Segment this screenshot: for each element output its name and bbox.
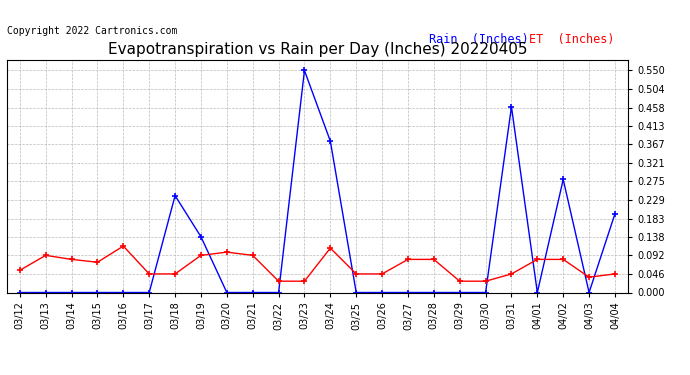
Text: ET  (Inches): ET (Inches)	[529, 33, 614, 46]
Rain  (Inches)	[300, 68, 308, 73]
ET  (Inches)	[404, 257, 412, 262]
Rain  (Inches)	[559, 177, 567, 182]
ET  (Inches)	[378, 272, 386, 276]
Rain  (Inches)	[16, 290, 24, 295]
ET  (Inches)	[145, 272, 153, 276]
Rain  (Inches)	[585, 290, 593, 295]
ET  (Inches)	[41, 253, 50, 258]
Rain  (Inches)	[93, 290, 101, 295]
Rain  (Inches)	[533, 290, 542, 295]
Rain  (Inches)	[352, 290, 360, 295]
Line: ET  (Inches): ET (Inches)	[17, 243, 618, 285]
ET  (Inches)	[197, 253, 205, 258]
ET  (Inches)	[455, 279, 464, 284]
ET  (Inches)	[533, 257, 542, 262]
ET  (Inches)	[559, 257, 567, 262]
ET  (Inches)	[119, 244, 128, 248]
Rain  (Inches)	[68, 290, 76, 295]
ET  (Inches)	[16, 268, 24, 273]
Rain  (Inches)	[482, 290, 490, 295]
Rain  (Inches)	[507, 105, 515, 109]
Rain  (Inches)	[404, 290, 412, 295]
ET  (Inches)	[223, 250, 231, 254]
Line: Rain  (Inches): Rain (Inches)	[17, 67, 618, 296]
ET  (Inches)	[507, 272, 515, 276]
ET  (Inches)	[326, 246, 335, 250]
ET  (Inches)	[430, 257, 438, 262]
ET  (Inches)	[248, 253, 257, 258]
ET  (Inches)	[68, 257, 76, 262]
Rain  (Inches)	[41, 290, 50, 295]
Rain  (Inches)	[145, 290, 153, 295]
ET  (Inches)	[585, 275, 593, 279]
Rain  (Inches)	[611, 211, 619, 216]
Rain  (Inches)	[223, 290, 231, 295]
ET  (Inches)	[300, 279, 308, 284]
Rain  (Inches)	[275, 290, 283, 295]
Rain  (Inches)	[326, 139, 335, 143]
Rain  (Inches)	[455, 290, 464, 295]
ET  (Inches)	[171, 272, 179, 276]
Text: Copyright 2022 Cartronics.com: Copyright 2022 Cartronics.com	[7, 26, 177, 36]
Rain  (Inches)	[378, 290, 386, 295]
Rain  (Inches)	[171, 194, 179, 198]
ET  (Inches)	[482, 279, 490, 284]
Rain  (Inches)	[197, 234, 205, 239]
ET  (Inches)	[93, 260, 101, 264]
Title: Evapotranspiration vs Rain per Day (Inches) 20220405: Evapotranspiration vs Rain per Day (Inch…	[108, 42, 527, 57]
ET  (Inches)	[611, 272, 619, 276]
Text: Rain  (Inches): Rain (Inches)	[429, 33, 529, 46]
Rain  (Inches)	[430, 290, 438, 295]
ET  (Inches)	[275, 279, 283, 284]
ET  (Inches)	[352, 272, 360, 276]
Rain  (Inches)	[248, 290, 257, 295]
Rain  (Inches)	[119, 290, 128, 295]
